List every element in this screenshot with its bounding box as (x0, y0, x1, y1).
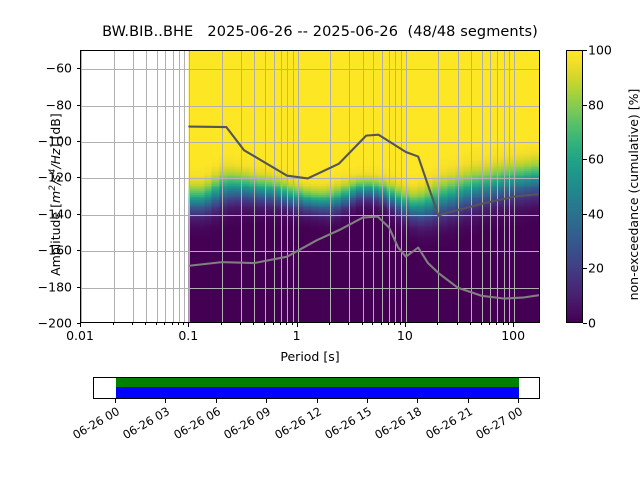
ppsd-plot-axes[interactable] (80, 50, 540, 323)
x-tick-minor (361, 323, 363, 325)
x-tick-major (188, 323, 190, 327)
x-tick-minor (456, 323, 458, 325)
x-tick-minor (399, 323, 401, 325)
colorbar-tick (583, 104, 587, 106)
colorbar-tick (583, 50, 587, 51)
page-title: BW.BIB..BHE 2025-06-26 -- 2025-06-26 (48… (102, 24, 538, 40)
x-tick-label: 0.1 (178, 328, 199, 343)
y-tick-major (76, 323, 80, 324)
timeline-gaps-bar (115, 387, 519, 398)
x-tick-minor (329, 323, 331, 325)
x-tick-minor (496, 323, 498, 325)
timeline-tick (215, 399, 217, 403)
timeline-tick (266, 399, 268, 403)
x-tick-label: 1 (292, 328, 301, 343)
x-tick-minor (220, 323, 222, 325)
x-tick-minor (131, 323, 133, 325)
x-tick-major (80, 323, 81, 327)
y-tick-label: −60 (45, 60, 72, 76)
x-tick-minor (291, 323, 293, 325)
y-tick-major (76, 213, 80, 215)
timeline-tick (366, 399, 368, 403)
x-tick-minor (394, 323, 396, 325)
y-tick-major (76, 141, 80, 142)
y-tick-label: −200 (37, 315, 72, 331)
timeline-tick (467, 399, 469, 403)
ppsd-plot-clip (81, 51, 539, 322)
x-tick-minor (508, 323, 510, 325)
y-tick-label: −140 (37, 206, 72, 222)
ppsd-density-heatmap (81, 51, 539, 322)
x-tick-minor (253, 323, 255, 325)
x-tick-label: 10 (396, 328, 413, 343)
y-tick-major (76, 68, 80, 70)
y-tick-label: −100 (37, 133, 72, 149)
y-tick-major (76, 250, 80, 252)
x-tick-major (513, 323, 515, 327)
x-tick-minor (272, 323, 274, 325)
timeline-tick (518, 399, 520, 403)
timeline-tick (316, 399, 318, 403)
colorbar (566, 50, 583, 323)
colorbar-tick-label: 40 (588, 206, 604, 222)
y-tick-major (76, 104, 80, 106)
y-tick-major (76, 286, 80, 288)
colorbar-tick-label: 100 (588, 42, 612, 58)
y-axis-label: Amplitude [m2/s4/Hz] [dB] (47, 112, 64, 276)
colorbar-tick (583, 268, 587, 270)
colorbar-gradient (567, 51, 582, 322)
colorbar-tick-label: 20 (588, 260, 604, 276)
colorbar-tick-label: 0 (588, 315, 596, 331)
x-tick-major (404, 323, 406, 327)
x-tick-minor (380, 323, 382, 325)
y-tick-label: −160 (37, 242, 72, 258)
x-tick-minor (155, 323, 157, 325)
colorbar-tick (583, 159, 587, 161)
timeline-data-bar (115, 378, 519, 387)
x-tick-minor (239, 323, 241, 325)
x-tick-minor (171, 323, 173, 325)
x-tick-label: 0.01 (66, 328, 94, 343)
x-axis-label: Period [s] (280, 349, 340, 364)
x-tick-label: 100 (501, 328, 526, 343)
x-tick-minor (177, 323, 179, 325)
x-tick-minor (470, 323, 472, 325)
timeline-tick (165, 399, 167, 403)
data-coverage-timeline[interactable] (93, 377, 540, 399)
x-tick-major (296, 323, 298, 327)
x-tick-minor (480, 323, 482, 325)
x-tick-minor (348, 323, 350, 325)
colorbar-tick (583, 213, 587, 215)
x-tick-minor (286, 323, 288, 325)
x-tick-minor (372, 323, 374, 325)
y-tick-major (76, 177, 80, 179)
colorbar-tick (583, 323, 587, 324)
x-tick-minor (263, 323, 265, 325)
y-tick-label: −180 (37, 279, 72, 295)
x-tick-minor (502, 323, 504, 325)
x-tick-minor (145, 323, 147, 325)
colorbar-label: non-exceedance (cumulative) [%] (626, 88, 640, 300)
x-tick-minor (164, 323, 166, 325)
timeline-tick (114, 399, 116, 403)
x-tick-minor (489, 323, 491, 325)
x-tick-minor (279, 323, 281, 325)
x-tick-minor (388, 323, 390, 325)
x-tick-minor (437, 323, 439, 325)
colorbar-tick-label: 60 (588, 151, 604, 167)
y-tick-label: −80 (45, 97, 72, 113)
x-tick-minor (112, 323, 114, 325)
timeline-tick (417, 399, 419, 403)
x-tick-minor (183, 323, 185, 325)
colorbar-tick-label: 80 (588, 97, 604, 113)
y-tick-label: −120 (37, 169, 72, 185)
